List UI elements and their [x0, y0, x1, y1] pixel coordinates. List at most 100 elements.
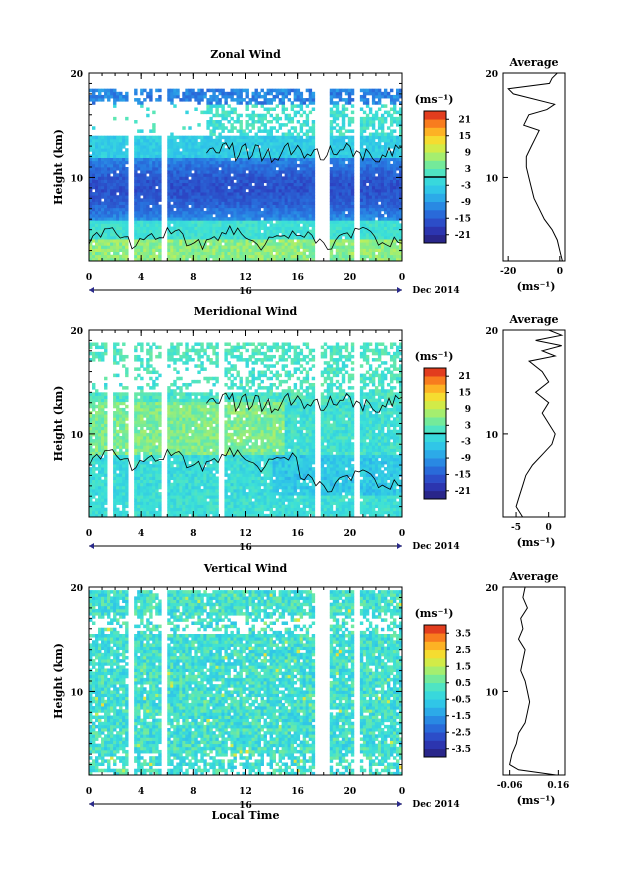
- heatmap-cell: [98, 154, 101, 158]
- heatmap-cell: [393, 205, 396, 209]
- heatmap-cell: [224, 161, 227, 165]
- heatmap-cell: [255, 198, 258, 202]
- heatmap-cell: [342, 214, 345, 218]
- heatmap-cell: [89, 183, 92, 187]
- heatmap-cell: [197, 173, 200, 177]
- heatmap-cell: [227, 176, 230, 180]
- heatmap-cell: [140, 136, 143, 140]
- heatmap-cell: [276, 164, 279, 168]
- heatmap-cell: [110, 198, 113, 202]
- heatmap-cell: [381, 227, 384, 231]
- heatmap-cell: [236, 208, 239, 212]
- heatmap-cell: [185, 220, 188, 224]
- heatmap-cell: [267, 220, 270, 224]
- heatmap-cell: [224, 183, 227, 187]
- heatmap-cell: [194, 201, 197, 205]
- heatmap-cell: [134, 189, 137, 193]
- colorbar-swatch: [424, 152, 446, 161]
- heatmap-cell: [236, 145, 239, 149]
- heatmap-cell: [369, 227, 372, 231]
- heatmap-cell: [122, 452, 125, 456]
- heatmap-cell: [285, 201, 288, 205]
- heatmap-cell: [122, 142, 125, 146]
- heatmap-cell: [182, 189, 185, 193]
- heatmap-cell: [197, 217, 200, 221]
- heatmap-cell: [285, 123, 288, 127]
- heatmap-cell: [255, 223, 258, 227]
- heatmap-cell: [173, 176, 176, 180]
- heatmap-cell: [255, 230, 258, 234]
- heatmap-cell: [95, 189, 98, 193]
- heatmap-cell: [366, 220, 369, 224]
- colorbar-swatch: [424, 177, 446, 186]
- heatmap-cell: [273, 98, 276, 102]
- heatmap-cell: [92, 508, 95, 512]
- heatmap-cell: [396, 192, 399, 196]
- heatmap-cell: [140, 220, 143, 224]
- heatmap-cell: [116, 508, 119, 512]
- heatmap-cell: [110, 183, 113, 187]
- heatmap-cell: [270, 142, 273, 146]
- heatmap-cell: [264, 158, 267, 162]
- heatmap-cell: [236, 164, 239, 168]
- heatmap-cell: [252, 139, 255, 143]
- heatmap-cell: [342, 180, 345, 184]
- heatmap-cell: [230, 192, 233, 196]
- heatmap-cell: [339, 139, 342, 143]
- heatmap-cell: [89, 498, 92, 502]
- heatmap-cell: [345, 170, 348, 174]
- heatmap-cell: [233, 220, 236, 224]
- heatmap-cell: [137, 220, 140, 224]
- heatmap-cell: [134, 176, 137, 180]
- heatmap-cell: [273, 154, 276, 158]
- heatmap-cell: [89, 405, 92, 409]
- heatmap-cell: [197, 167, 200, 171]
- heatmap-cell: [101, 395, 104, 399]
- heatmap-cell: [116, 139, 119, 143]
- heatmap-cell: [336, 167, 339, 171]
- heatmap-cell: [333, 195, 336, 199]
- heatmap-cell: [134, 505, 137, 509]
- heatmap-cell: [185, 192, 188, 196]
- heatmap-cell: [303, 101, 306, 105]
- heatmap-cell: [134, 367, 137, 371]
- heatmap-cell: [140, 139, 143, 143]
- heatmap-cell: [206, 211, 209, 215]
- heatmap-cell: [378, 239, 381, 243]
- heatmap-cell: [179, 145, 182, 149]
- average-x-tick-label: -20: [500, 267, 516, 277]
- heatmap-cell: [104, 470, 107, 474]
- heatmap-cell: [230, 198, 233, 202]
- heatmap-cell: [146, 180, 149, 184]
- heatmap-cell: [230, 183, 233, 187]
- heatmap-cell: [330, 180, 333, 184]
- heatmap-cell: [381, 133, 384, 137]
- heatmap-cell: [92, 402, 95, 406]
- heatmap-cell: [363, 242, 366, 246]
- heatmap-cell: [366, 208, 369, 212]
- heatmap-cell: [203, 142, 206, 146]
- heatmap-cell: [140, 176, 143, 180]
- heatmap-cell: [375, 158, 378, 162]
- heatmap-cell: [98, 473, 101, 477]
- heatmap-cell: [339, 242, 342, 246]
- heatmap-cell: [336, 164, 339, 168]
- heatmap-cell: [242, 89, 245, 93]
- heatmap-cell: [134, 186, 137, 190]
- heatmap-cell: [116, 151, 119, 155]
- heatmap-cell: [345, 201, 348, 205]
- heatmap-cell: [185, 236, 188, 240]
- heatmap-cell: [212, 183, 215, 187]
- heatmap-cell: [176, 255, 179, 259]
- heatmap-cell: [390, 107, 393, 111]
- heatmap-cell: [312, 101, 315, 105]
- heatmap-cell: [134, 439, 137, 443]
- heatmap-cell: [309, 95, 312, 99]
- heatmap-cell: [372, 148, 375, 152]
- heatmap-cell: [104, 189, 107, 193]
- heatmap-cell: [270, 126, 273, 130]
- heatmap-cell: [282, 217, 285, 221]
- heatmap-cell: [375, 233, 378, 237]
- heatmap-cell: [92, 352, 95, 356]
- heatmap-cell: [330, 167, 333, 171]
